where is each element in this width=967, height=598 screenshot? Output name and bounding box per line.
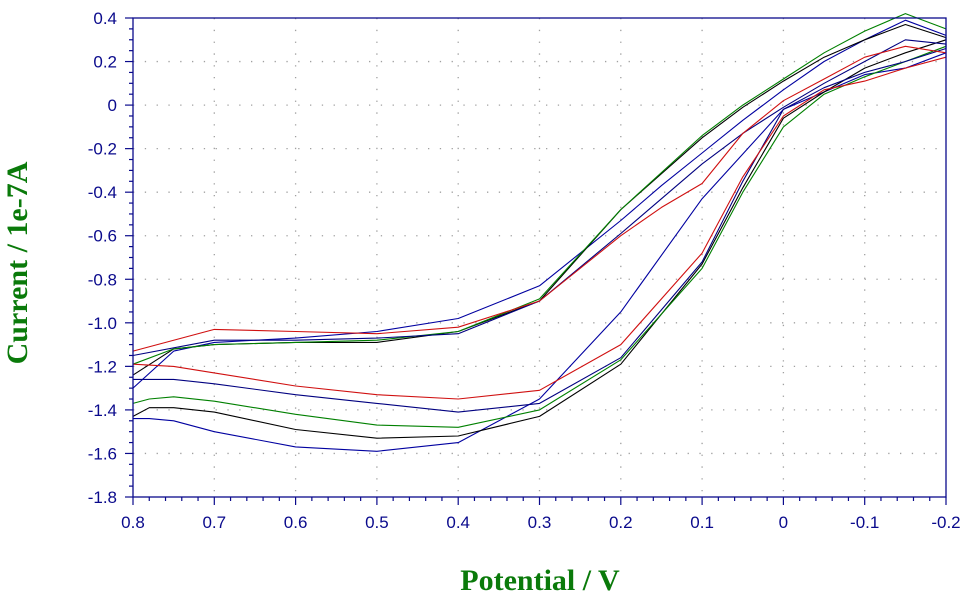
x-tick-label: 0.4 (446, 513, 470, 532)
x-axis-title: Potential / V (460, 564, 620, 597)
y-tick-label: -1.0 (88, 314, 117, 333)
axes (125, 17, 947, 505)
y-tick-label: 0 (108, 96, 117, 115)
x-tick-label: 0.7 (202, 513, 226, 532)
y-tick-label: -0.2 (88, 140, 117, 159)
y-tick-label: 0.2 (93, 53, 117, 72)
series-line-1 (132, 19, 947, 452)
y-axis-title: Current / 1e-7A (1, 161, 34, 364)
y-tick-label: -0.6 (88, 227, 117, 246)
y-tick-label: -1.4 (88, 401, 117, 420)
y-tick-label: -1.8 (88, 488, 117, 507)
tick-labels: 0.8 0.7 0.6 0.5 0.4 0.3 0.2 0.1 0 -0.1 -0.2 0.4 0.2 0… (88, 9, 961, 532)
x-tick-label: 0.1 (690, 513, 714, 532)
x-tick-label: -0.1 (850, 513, 879, 532)
y-tick-label: 0.4 (93, 9, 117, 28)
x-tick-label: 0.6 (284, 513, 308, 532)
y-tick-label: -0.4 (88, 183, 117, 202)
x-tick-label: 0.8 (121, 513, 145, 532)
x-tick-label: 0.2 (609, 513, 633, 532)
y-tick-label: -1.6 (88, 444, 117, 463)
x-tick-label: 0.5 (365, 513, 389, 532)
x-tick-label: 0 (779, 513, 788, 532)
y-tick-label: -0.8 (88, 270, 117, 289)
y-tick-label: -1.2 (88, 357, 117, 376)
x-tick-label: -0.2 (931, 513, 960, 532)
x-tick-label: 0.3 (528, 513, 552, 532)
